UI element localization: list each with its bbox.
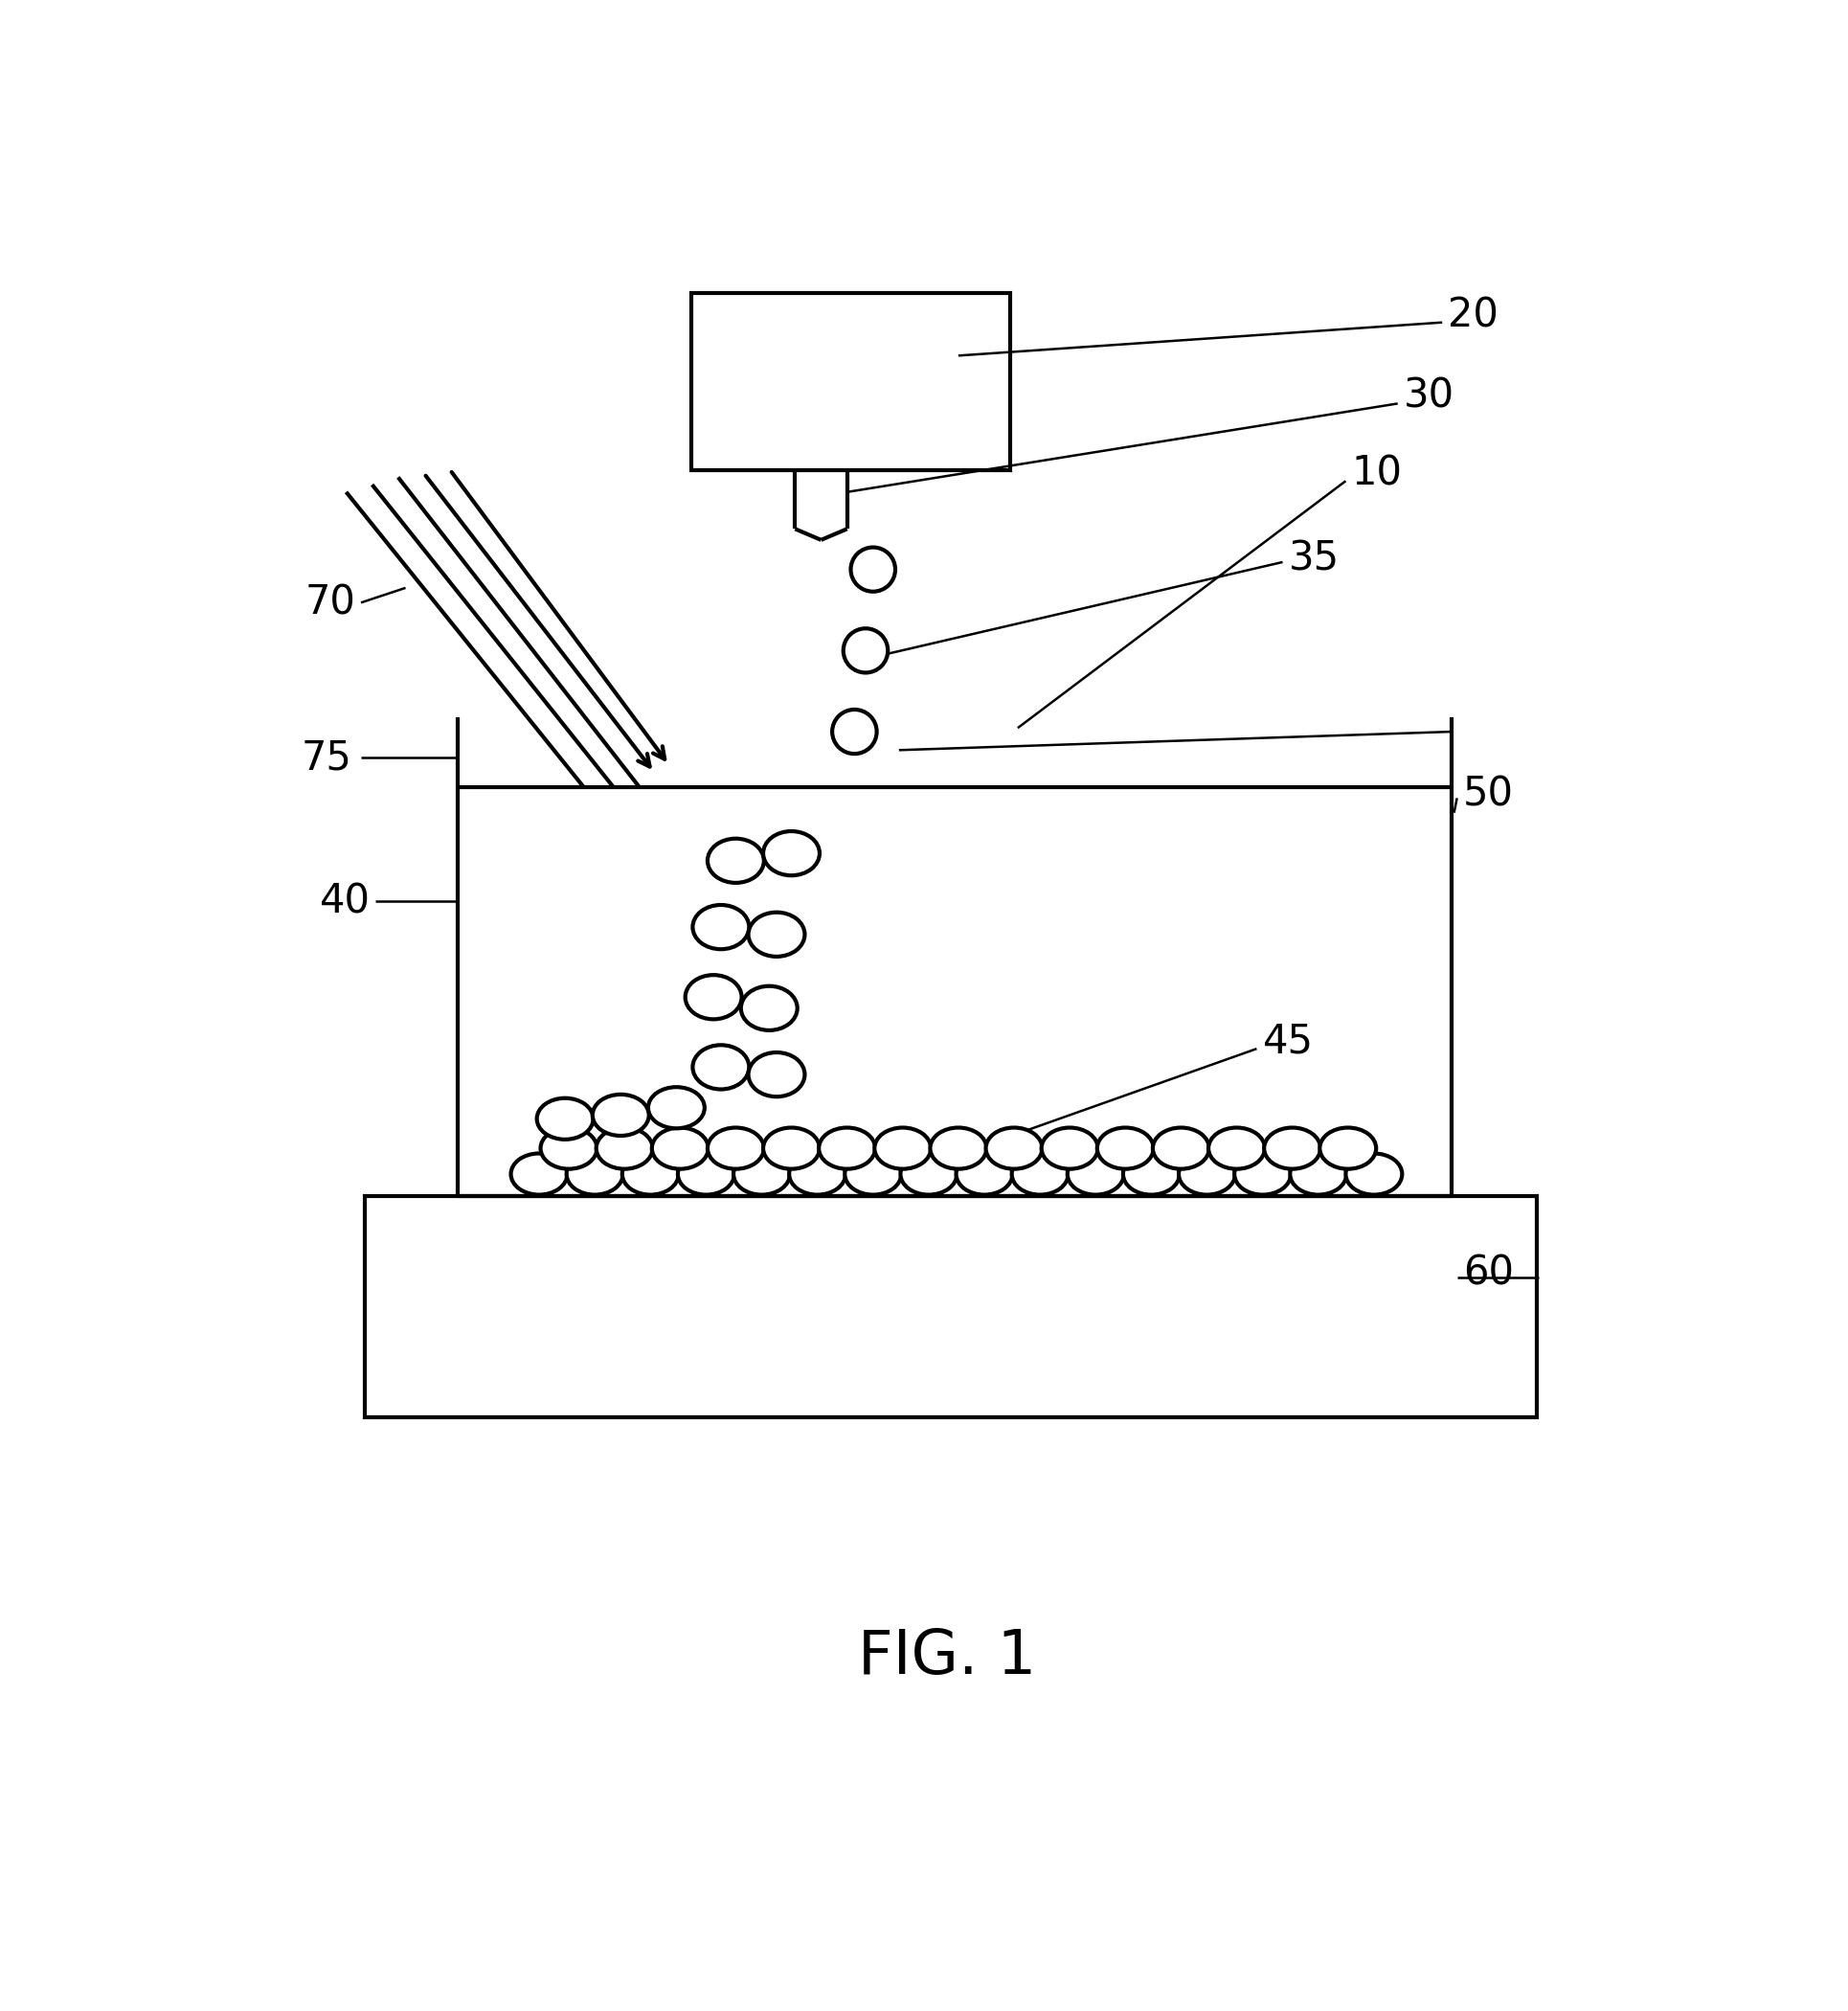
Text: 30: 30 xyxy=(1403,376,1454,416)
Ellipse shape xyxy=(930,1128,987,1168)
Ellipse shape xyxy=(1234,1154,1290,1195)
Ellipse shape xyxy=(819,1128,874,1168)
Ellipse shape xyxy=(845,1154,900,1195)
Ellipse shape xyxy=(741,985,796,1030)
Text: 60: 60 xyxy=(1462,1253,1514,1293)
Text: FIG. 1: FIG. 1 xyxy=(857,1627,1037,1687)
Text: 40: 40 xyxy=(320,881,371,921)
Text: 70: 70 xyxy=(305,583,357,623)
Ellipse shape xyxy=(850,547,894,591)
Ellipse shape xyxy=(693,1046,748,1090)
Ellipse shape xyxy=(708,1128,763,1168)
Ellipse shape xyxy=(1209,1128,1264,1168)
Ellipse shape xyxy=(565,1154,623,1195)
Ellipse shape xyxy=(1011,1154,1068,1195)
Bar xyxy=(364,1197,1536,1418)
Ellipse shape xyxy=(734,1154,789,1195)
Ellipse shape xyxy=(1345,1154,1401,1195)
Ellipse shape xyxy=(595,1128,652,1168)
Ellipse shape xyxy=(955,1154,1013,1195)
Ellipse shape xyxy=(510,1154,567,1195)
Ellipse shape xyxy=(693,905,748,949)
Text: 50: 50 xyxy=(1462,774,1514,814)
Ellipse shape xyxy=(832,710,876,754)
Ellipse shape xyxy=(985,1128,1042,1168)
Ellipse shape xyxy=(874,1128,930,1168)
Ellipse shape xyxy=(623,1154,678,1195)
Ellipse shape xyxy=(536,1098,593,1140)
Ellipse shape xyxy=(900,1154,957,1195)
Ellipse shape xyxy=(763,1128,819,1168)
Text: 75: 75 xyxy=(301,738,353,778)
Ellipse shape xyxy=(1096,1128,1153,1168)
Text: 45: 45 xyxy=(1262,1022,1312,1062)
Ellipse shape xyxy=(789,1154,845,1195)
Ellipse shape xyxy=(1290,1154,1345,1195)
Ellipse shape xyxy=(591,1094,649,1136)
Text: 20: 20 xyxy=(1447,296,1499,336)
Ellipse shape xyxy=(649,1088,704,1128)
Ellipse shape xyxy=(763,831,819,875)
Bar xyxy=(691,294,1009,471)
Ellipse shape xyxy=(748,913,804,957)
Ellipse shape xyxy=(748,1052,804,1096)
Ellipse shape xyxy=(1122,1154,1179,1195)
Ellipse shape xyxy=(708,839,763,883)
Ellipse shape xyxy=(843,627,887,672)
Ellipse shape xyxy=(1319,1128,1375,1168)
Ellipse shape xyxy=(686,975,741,1020)
Ellipse shape xyxy=(652,1128,708,1168)
Ellipse shape xyxy=(1040,1128,1098,1168)
Ellipse shape xyxy=(1179,1154,1234,1195)
Ellipse shape xyxy=(540,1128,597,1168)
Text: 35: 35 xyxy=(1288,539,1338,579)
Ellipse shape xyxy=(1066,1154,1124,1195)
Ellipse shape xyxy=(1151,1128,1209,1168)
Ellipse shape xyxy=(1264,1128,1319,1168)
Text: 10: 10 xyxy=(1351,454,1401,493)
Ellipse shape xyxy=(678,1154,734,1195)
